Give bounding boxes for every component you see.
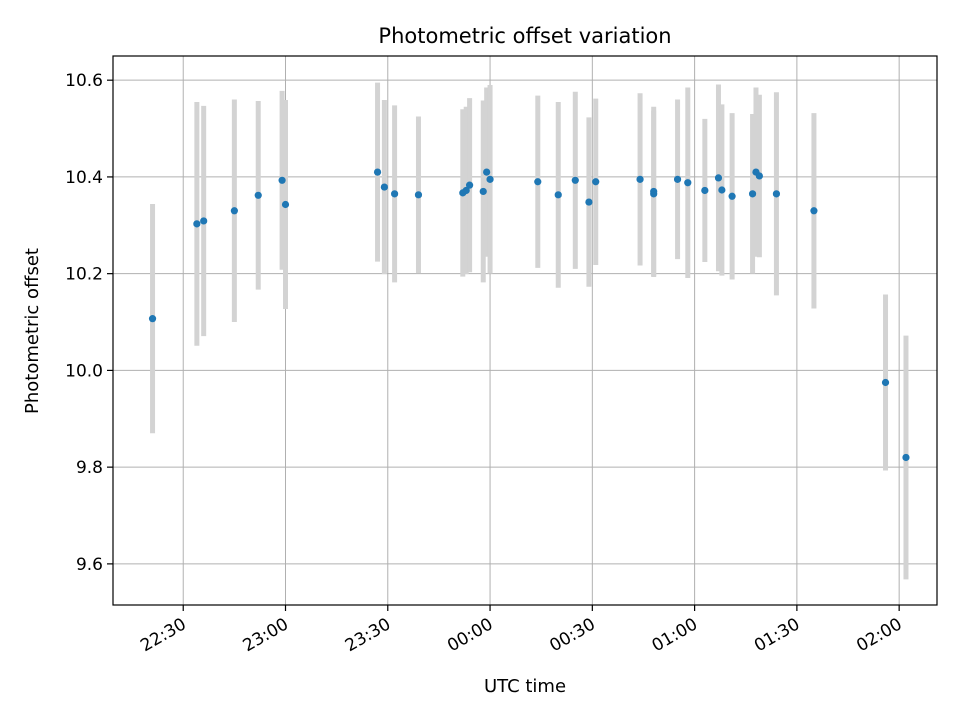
data-point — [373, 168, 382, 176]
data-point — [718, 186, 726, 194]
data-point — [380, 183, 388, 191]
data-point — [200, 217, 208, 225]
data-point — [486, 175, 494, 183]
data-point — [534, 178, 542, 186]
data-point — [673, 175, 682, 183]
data-point — [462, 186, 470, 195]
data-point — [755, 172, 763, 180]
y-tick-label: 10.4 — [65, 168, 103, 188]
y-tick-label: 9.8 — [76, 458, 103, 478]
data-point — [390, 190, 399, 198]
data-point — [148, 315, 157, 323]
data-point — [571, 176, 579, 184]
data-point — [650, 187, 658, 196]
data-point — [701, 186, 709, 195]
data-point — [881, 378, 890, 387]
y-axis-label: Photometric offset — [22, 248, 43, 414]
data-point — [636, 175, 644, 183]
data-point — [714, 174, 723, 182]
data-point — [483, 168, 491, 176]
y-tick-label: 9.6 — [76, 555, 103, 575]
data-point — [278, 176, 286, 184]
y-tick-label: 10.6 — [65, 71, 103, 91]
data-point — [592, 178, 600, 186]
data-point — [748, 190, 757, 198]
data-point — [414, 191, 423, 199]
data-point — [230, 207, 238, 215]
grid — [113, 56, 937, 605]
data-point — [254, 191, 262, 199]
data-point — [479, 187, 487, 196]
data-point — [193, 220, 201, 228]
data-point — [684, 179, 692, 187]
data-point — [772, 190, 781, 198]
y-axis: 9.6 9.8 10.0 10.2 10.4 10.6 — [65, 71, 113, 575]
data-points — [148, 168, 910, 462]
data-point — [810, 207, 818, 215]
data-point — [902, 453, 910, 462]
data-point — [554, 191, 562, 199]
x-axis-label: UTC time — [484, 676, 566, 697]
data-point — [281, 200, 290, 209]
data-point — [585, 198, 593, 206]
data-point — [728, 192, 736, 200]
data-point — [466, 181, 474, 189]
y-tick-label: 10.0 — [65, 361, 103, 381]
y-tick-label: 10.2 — [65, 265, 103, 285]
chart-title: Photometric offset variation — [378, 24, 671, 48]
plot-frame — [112, 55, 938, 606]
